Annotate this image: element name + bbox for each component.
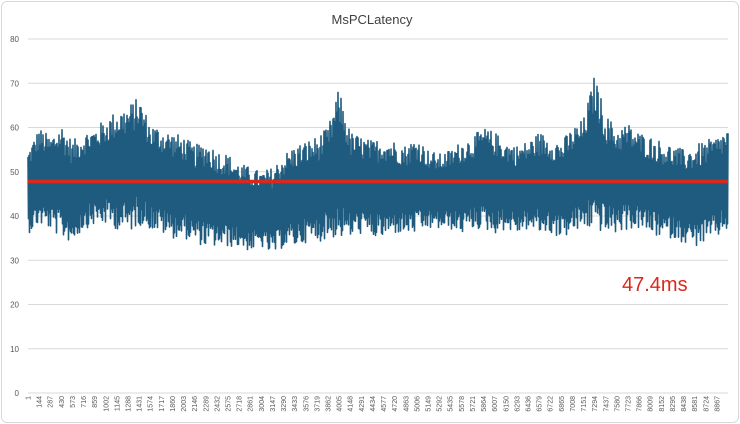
x-tick-label-7437: 7437 bbox=[603, 396, 610, 412]
x-tick-label-4291: 4291 bbox=[359, 396, 366, 412]
x-tick-label-4434: 4434 bbox=[370, 396, 377, 412]
x-tick-label-8295: 8295 bbox=[670, 396, 677, 412]
x-tick-label-5006: 5006 bbox=[414, 396, 421, 412]
x-tick-label-1574: 1574 bbox=[148, 396, 155, 412]
x-tick-label-2432: 2432 bbox=[214, 396, 221, 412]
x-tick-label-7580: 7580 bbox=[614, 396, 621, 412]
chart-title: MsPCLatency bbox=[332, 12, 413, 27]
x-tick-label-3576: 3576 bbox=[303, 396, 310, 412]
x-tick-label-2289: 2289 bbox=[203, 396, 210, 412]
x-tick-label-8152: 8152 bbox=[659, 396, 666, 412]
x-tick-label-1860: 1860 bbox=[170, 396, 177, 412]
x-tick-label-6007: 6007 bbox=[492, 396, 499, 412]
x-tick-label-1288: 1288 bbox=[126, 396, 133, 412]
x-tick-label-5435: 5435 bbox=[448, 396, 455, 412]
x-tick-label-4148: 4148 bbox=[348, 396, 355, 412]
y-tick-label-10: 10 bbox=[10, 345, 19, 354]
x-tick-label-3290: 3290 bbox=[281, 396, 288, 412]
x-tick-label-573: 573 bbox=[70, 396, 77, 408]
y-tick-label-30: 30 bbox=[10, 256, 19, 265]
x-tick-label-2575: 2575 bbox=[226, 396, 233, 412]
x-tick-label-8581: 8581 bbox=[692, 396, 699, 412]
y-tick-label-40: 40 bbox=[10, 212, 19, 221]
x-tick-label-7151: 7151 bbox=[581, 396, 588, 412]
x-tick-label-3004: 3004 bbox=[259, 396, 266, 412]
x-tick-label-5864: 5864 bbox=[481, 396, 488, 412]
x-tick-label-3147: 3147 bbox=[270, 396, 277, 412]
x-tick-label-5292: 5292 bbox=[437, 396, 444, 412]
mean-latency-annotation: 47.4ms bbox=[622, 274, 688, 296]
x-tick-label-8724: 8724 bbox=[703, 396, 710, 412]
x-tick-label-2861: 2861 bbox=[248, 396, 255, 412]
x-tick-label-6865: 6865 bbox=[559, 396, 566, 412]
x-tick-label-287: 287 bbox=[48, 396, 55, 408]
y-tick-label-50: 50 bbox=[10, 168, 19, 177]
y-axis-ticks: 0 10 20 30 40 50 60 70 80 bbox=[10, 35, 19, 398]
x-tick-label-5721: 5721 bbox=[470, 396, 477, 412]
series-layer bbox=[27, 77, 729, 251]
x-tick-label-3433: 3433 bbox=[292, 396, 299, 412]
x-tick-label-3719: 3719 bbox=[314, 396, 321, 412]
x-tick-label-7866: 7866 bbox=[637, 396, 644, 412]
x-tick-label-716: 716 bbox=[81, 396, 88, 408]
x-tick-label-1: 1 bbox=[26, 396, 33, 400]
x-tick-label-430: 430 bbox=[59, 396, 66, 408]
x-tick-label-4863: 4863 bbox=[403, 396, 410, 412]
x-tick-label-3862: 3862 bbox=[326, 396, 333, 412]
x-axis-ticks: 1 144 287 430 573 716 859 1002 1145 1288 1431 1574 1… bbox=[26, 396, 722, 412]
x-tick-label-7723: 7723 bbox=[626, 396, 633, 412]
latency-series-line-0 bbox=[27, 77, 729, 251]
x-tick-label-4720: 4720 bbox=[392, 396, 399, 412]
x-tick-label-8009: 8009 bbox=[648, 396, 655, 412]
x-tick-label-6579: 6579 bbox=[537, 396, 544, 412]
x-tick-label-6150: 6150 bbox=[503, 396, 510, 412]
x-tick-label-859: 859 bbox=[92, 396, 99, 408]
x-tick-label-5578: 5578 bbox=[459, 396, 466, 412]
x-tick-label-5149: 5149 bbox=[426, 396, 433, 412]
x-tick-label-6436: 6436 bbox=[526, 396, 533, 412]
y-tick-label-20: 20 bbox=[10, 301, 19, 310]
x-tick-label-7008: 7008 bbox=[570, 396, 577, 412]
x-tick-label-6293: 6293 bbox=[514, 396, 521, 412]
x-tick-label-144: 144 bbox=[37, 396, 44, 408]
x-tick-label-4005: 4005 bbox=[337, 396, 344, 412]
y-tick-label-60: 60 bbox=[10, 124, 19, 133]
x-tick-label-1717: 1717 bbox=[159, 396, 166, 412]
y-tick-label-0: 0 bbox=[15, 389, 20, 398]
x-tick-label-7294: 7294 bbox=[592, 396, 599, 412]
x-tick-label-1431: 1431 bbox=[137, 396, 144, 412]
x-tick-label-2003: 2003 bbox=[181, 396, 188, 412]
x-tick-label-2146: 2146 bbox=[192, 396, 199, 412]
y-tick-label-80: 80 bbox=[10, 35, 19, 44]
x-tick-label-4577: 4577 bbox=[381, 396, 388, 412]
x-tick-label-1002: 1002 bbox=[103, 396, 110, 412]
x-tick-label-8867: 8867 bbox=[714, 396, 721, 412]
x-tick-label-6722: 6722 bbox=[548, 396, 555, 412]
x-tick-label-8438: 8438 bbox=[681, 396, 688, 412]
y-tick-label-70: 70 bbox=[10, 79, 19, 88]
x-tick-label-2718: 2718 bbox=[237, 396, 244, 412]
x-tick-label-1145: 1145 bbox=[114, 396, 121, 411]
